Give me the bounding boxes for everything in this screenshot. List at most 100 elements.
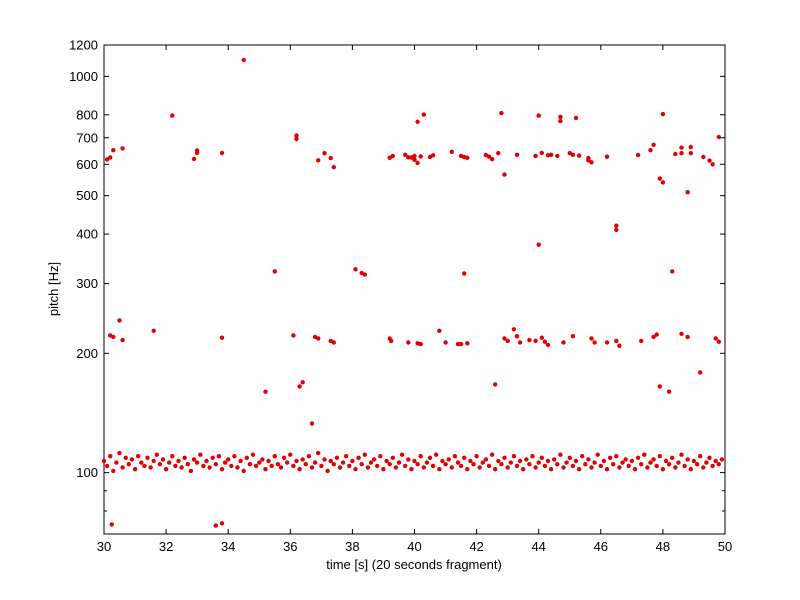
y-axis-ticks: 100 200 300 400 500 600 700 800 1000 1200 bbox=[69, 38, 725, 535]
data-point bbox=[657, 176, 662, 181]
data-point bbox=[191, 156, 197, 162]
data-point bbox=[583, 462, 588, 467]
data-point bbox=[657, 384, 662, 389]
data-point bbox=[427, 455, 433, 460]
data-point bbox=[170, 454, 175, 459]
data-point bbox=[291, 463, 296, 469]
data-point bbox=[539, 150, 544, 156]
data-point bbox=[642, 452, 647, 457]
data-point bbox=[651, 334, 656, 340]
data-point bbox=[458, 463, 464, 469]
data-point bbox=[601, 458, 607, 464]
data-point bbox=[524, 457, 529, 462]
data-point bbox=[263, 467, 268, 472]
data-point bbox=[219, 467, 225, 472]
data-point bbox=[558, 114, 563, 120]
data-point bbox=[533, 465, 538, 470]
data-point bbox=[353, 467, 358, 472]
data-point bbox=[390, 153, 395, 159]
data-point bbox=[406, 340, 411, 345]
data-point bbox=[281, 455, 287, 460]
data-point bbox=[356, 455, 361, 460]
data-point bbox=[561, 465, 566, 470]
data-point bbox=[151, 458, 156, 464]
data-point bbox=[312, 460, 318, 465]
data-point bbox=[586, 457, 591, 462]
data-point bbox=[679, 145, 684, 150]
data-point bbox=[300, 457, 305, 462]
data-point bbox=[573, 458, 579, 464]
data-point bbox=[555, 462, 560, 467]
data-point bbox=[403, 152, 408, 157]
data-point bbox=[331, 165, 336, 170]
data-point bbox=[570, 152, 576, 157]
data-point bbox=[226, 457, 231, 462]
data-point bbox=[139, 460, 144, 465]
data-point bbox=[375, 463, 380, 469]
data-point bbox=[219, 521, 225, 526]
data-point bbox=[474, 454, 479, 459]
data-point bbox=[340, 460, 346, 465]
data-point bbox=[716, 134, 721, 140]
data-point bbox=[536, 242, 541, 247]
data-point bbox=[701, 154, 706, 160]
data-point bbox=[142, 463, 147, 469]
x-tick-label: 32 bbox=[159, 539, 173, 554]
data-point bbox=[291, 333, 296, 338]
data-point bbox=[698, 370, 703, 375]
data-point bbox=[409, 467, 414, 472]
data-point bbox=[648, 460, 653, 465]
y-tick-label: 300 bbox=[76, 276, 98, 291]
data-point bbox=[418, 454, 423, 459]
data-point bbox=[437, 467, 442, 472]
data-point bbox=[111, 334, 116, 340]
data-point bbox=[617, 343, 622, 348]
data-point bbox=[232, 454, 237, 459]
data-point bbox=[114, 460, 119, 465]
data-point bbox=[592, 460, 597, 465]
data-point bbox=[710, 463, 715, 469]
data-point bbox=[580, 454, 585, 459]
x-axis-ticks: 30 32 34 36 38 40 42 44 46 48 50 bbox=[97, 45, 732, 554]
data-point bbox=[542, 463, 548, 469]
data-point bbox=[449, 465, 454, 470]
data-point bbox=[111, 148, 116, 153]
x-tick-label: 46 bbox=[594, 539, 608, 554]
data-point bbox=[462, 271, 467, 276]
data-point bbox=[393, 465, 399, 470]
data-point bbox=[104, 463, 110, 469]
data-point bbox=[306, 454, 312, 459]
x-tick-label: 34 bbox=[221, 539, 235, 554]
data-point bbox=[437, 328, 442, 333]
data-point bbox=[294, 133, 299, 138]
data-point bbox=[263, 389, 268, 394]
data-point bbox=[573, 115, 579, 121]
data-point bbox=[657, 454, 662, 459]
data-point bbox=[108, 454, 113, 459]
data-point bbox=[368, 460, 374, 465]
data-point bbox=[489, 157, 495, 162]
data-point bbox=[576, 153, 582, 158]
data-point bbox=[598, 463, 603, 469]
data-point bbox=[297, 467, 302, 472]
data-point bbox=[309, 421, 315, 426]
x-tick-label: 38 bbox=[345, 539, 359, 554]
data-point bbox=[614, 338, 619, 344]
data-point bbox=[477, 465, 482, 470]
data-point bbox=[253, 463, 259, 469]
data-point bbox=[530, 454, 535, 459]
y-tick-label: 500 bbox=[76, 188, 98, 203]
data-point bbox=[412, 458, 417, 464]
data-point bbox=[117, 450, 122, 456]
data-point bbox=[688, 467, 693, 472]
data-point bbox=[334, 455, 340, 460]
data-point bbox=[278, 465, 284, 470]
data-point bbox=[194, 148, 200, 153]
data-point bbox=[328, 155, 333, 161]
x-tick-label: 48 bbox=[656, 539, 670, 554]
data-point bbox=[123, 455, 128, 460]
data-point bbox=[250, 452, 256, 457]
data-point bbox=[660, 111, 666, 117]
data-point bbox=[362, 272, 367, 277]
data-point bbox=[272, 454, 277, 459]
